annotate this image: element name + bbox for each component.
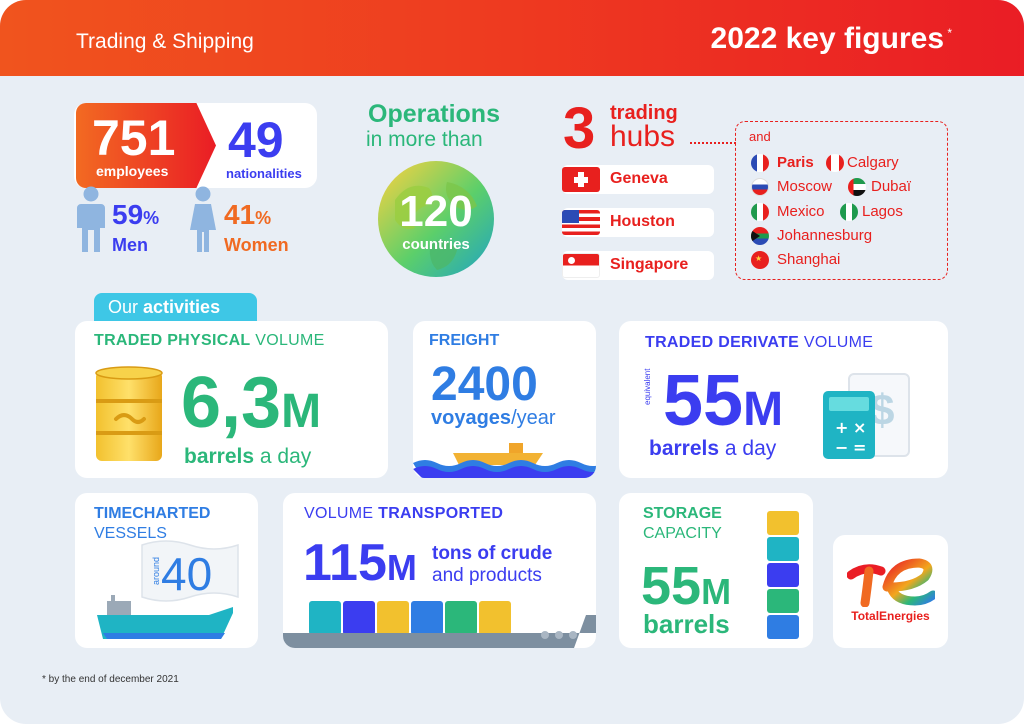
men-label: Men [112,235,148,255]
hub-geneva: Geneva [562,165,714,194]
hub-label: Houston [610,213,675,230]
transported-desc-line1: tons of crude [432,543,553,564]
physical-description: barrels a day [184,445,312,468]
countries-value: 120 [399,187,473,236]
physical-value: 6,3M [181,363,322,443]
man-person-icon [77,186,105,252]
freight-description: voyages/year [431,407,556,429]
stacked-barrels-icon [767,511,799,639]
hub-houston: Houston [562,208,714,237]
employees-label: employees [96,163,169,179]
nationalities-value: 49 [228,112,284,168]
header-subtitle: Trading & Shipping [76,30,254,53]
usa-flag-icon [562,210,600,235]
freight-card: FREIGHT 2400 voyages/year [413,321,596,478]
nationalities-label: nationalities [226,166,302,181]
timecharted-line1: TIMECHARTED [94,505,211,522]
svg-text:−: − [835,438,848,457]
operations-line1: Operations [368,100,500,128]
russia-flag-icon [751,178,769,196]
operations-line2: in more than [366,128,483,151]
timecharted-value: 40 [161,548,213,600]
derivate-title: TRADED DERIVATE VOLUME [645,334,874,351]
mexico-flag-icon [751,203,769,221]
storage-line2: CAPACITY [643,525,722,542]
hub-singapore: Singapore [562,251,714,280]
header-bar: Trading & Shipping 2022 key figures * [0,0,1024,76]
freight-title: FREIGHT [429,332,500,349]
canada-flag-icon [826,154,844,172]
office-mexico: Mexico [777,203,825,220]
derivate-description: barrels a day [649,437,777,460]
derivate-volume-card: TRADED DERIVATE VOLUME equivalent 55M ba… [619,321,948,478]
offices-and-label: and [749,129,771,144]
activities-tab-label: Our activities [108,297,221,317]
uae-flag-icon [848,178,866,196]
office-lagos: Lagos [862,203,903,220]
women-percentage: 41% [224,199,272,230]
header-title: 2022 key figures [710,22,944,55]
totalenergies-logo [847,558,935,607]
men-percentage: 59% [112,199,160,230]
woman-person-icon [190,186,216,252]
employees-value: 751 [92,110,176,166]
hub-label: Singapore [610,256,689,273]
countries-label: countries [402,236,470,253]
timecharted-qualifier: around [151,556,161,585]
barrel-icon [95,366,163,461]
office-moscow: Moscow [777,178,833,195]
activities-tab [94,293,257,323]
china-flag-icon: ★ [751,251,769,269]
employees-badge [76,103,216,188]
hubs-connector [690,142,736,144]
header-asterisk: * [947,26,952,40]
storage-value: 55M [641,556,732,616]
singapore-flag-icon [562,253,600,278]
office-dubai: Dubaï [871,178,912,195]
offices-box [735,121,948,280]
timecharted-line2: VESSELS [94,525,167,542]
svg-text:=: = [853,438,866,457]
storage-description: barrels [643,609,730,639]
derivate-qualifier: equivalent [643,368,652,405]
tanker-ship-icon [97,595,233,639]
transported-title: VOLUME TRANSPORTED [304,505,504,522]
transported-value: 115M [303,534,417,592]
office-shanghai: Shanghai [777,251,841,268]
south-africa-flag-icon [751,227,769,245]
women-label: Women [224,235,289,255]
transported-desc-line2: and products [432,565,542,586]
tanker-ship-icon [413,443,596,478]
nigeria-flag-icon [840,203,858,221]
office-johannesburg: Johannesburg [777,227,873,244]
office-calgary: Calgary [847,154,899,171]
svg-text:×: × [853,418,866,437]
calculator-icon: + × − = [823,391,875,459]
flag-icon [141,540,239,602]
physical-title: TRADED PHYSICAL VOLUME [94,332,325,349]
storage-card: STORAGE CAPACITY 55M barrels [619,493,813,648]
footnote: * by the end of december 2021 [42,674,179,685]
svg-text:+: + [835,418,848,437]
hub-label: Geneva [610,170,668,187]
hubs-line2: hubs [610,120,676,153]
brand-name: TotalEnergies [851,609,930,623]
globe-icon [378,161,494,277]
hubs-line1: trading [610,102,678,124]
brand-card: TotalEnergies [833,535,948,648]
office-paris: Paris [777,154,814,171]
france-flag-icon [751,154,769,172]
switzerland-flag-icon [562,167,600,192]
transported-card: VOLUME TRANSPORTED 115M tons of crude an… [283,493,596,648]
hubs-count: 3 [563,96,596,161]
storage-line1: STORAGE [643,505,722,522]
timecharted-card: TIMECHARTED VESSELS around 40 [75,493,258,648]
barge-with-barrels-icon [283,601,596,648]
derivate-value: 55M [663,361,784,441]
physical-volume-card: TRADED PHYSICAL VOLUME 6,3M barrels a da… [75,321,388,478]
freight-value: 2400 [431,358,538,411]
